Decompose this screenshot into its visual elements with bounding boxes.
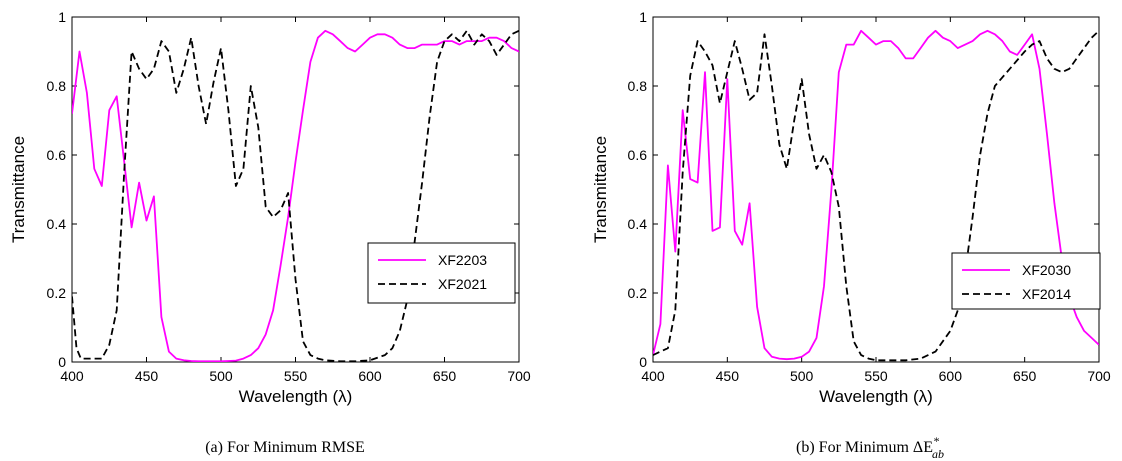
y-tick-label: 0 [58,354,66,370]
x-axis-label: Wavelength (λ) [239,387,353,406]
x-tick-label: 500 [209,368,233,384]
y-tick-label: 0.6 [628,147,648,163]
x-tick-label: 650 [433,368,457,384]
y-tick-label: 0.4 [47,216,67,232]
figure-caption: (b) For Minimum ΔE* ab [796,434,944,461]
figure-caption: (a) For Minimum RMSE [205,439,365,456]
x-tick-label: 450 [716,368,740,384]
y-tick-label: 0.8 [628,78,648,94]
x-tick-label: 650 [1013,368,1037,384]
x-axis-label: Wavelength (λ) [819,387,933,406]
x-tick-label: 500 [790,368,814,384]
y-tick-label: 0.8 [47,78,67,94]
chart-a: 400 450 500 550 600 650 700 0 0.2 0.4 0.6 0.8 1 Wavel… [9,9,531,456]
x-tick-label: 400 [60,368,84,384]
legend-box [367,242,516,304]
series-line-xf2021 [72,29,519,362]
chart-b: 400 450 500 550 600 650 700 0 0.2 0.4 0.6 0.8 1 Wavel… [591,9,1111,461]
x-tick-label: 700 [1087,368,1111,384]
caption-superscript: * [933,434,939,448]
legend-label: XF2021 [438,276,487,292]
caption-subscript: ab [932,447,944,461]
x-tick-label: 550 [284,368,308,384]
series-line-xf2014 [653,30,1099,362]
series-line-xf2203 [72,29,519,362]
y-tick-label: 0.4 [628,216,648,232]
plot-frame [71,16,520,363]
x-tick-label: 550 [864,368,888,384]
y-tick-label: 0.2 [47,285,67,301]
series-line-xf2030 [653,29,1099,361]
y-axis-label: Transmittance [9,136,28,243]
legend: XF2203 XF2021 [367,242,516,304]
plot-frame [652,16,1100,363]
y-tick-label: 0 [639,354,647,370]
legend-label: XF2203 [438,252,487,268]
legend-box [951,252,1101,310]
x-tick-label: 400 [641,368,665,384]
caption-text: (b) For Minimum ΔE [796,439,933,456]
legend-label: XF2030 [1022,262,1071,278]
y-tick-label: 0.6 [47,147,67,163]
x-tick-label: 600 [358,368,382,384]
x-tick-label: 700 [507,368,531,384]
y-tick-label: 0.2 [628,285,648,301]
x-tick-label: 450 [135,368,159,384]
caption-text: (a) For Minimum RMSE [205,439,365,456]
y-tick-label: 1 [58,9,66,25]
legend-label: XF2014 [1022,286,1071,302]
legend: XF2030 XF2014 [951,252,1101,310]
y-tick-label: 1 [639,9,647,25]
x-tick-label: 600 [939,368,963,384]
y-axis-label: Transmittance [591,136,610,243]
